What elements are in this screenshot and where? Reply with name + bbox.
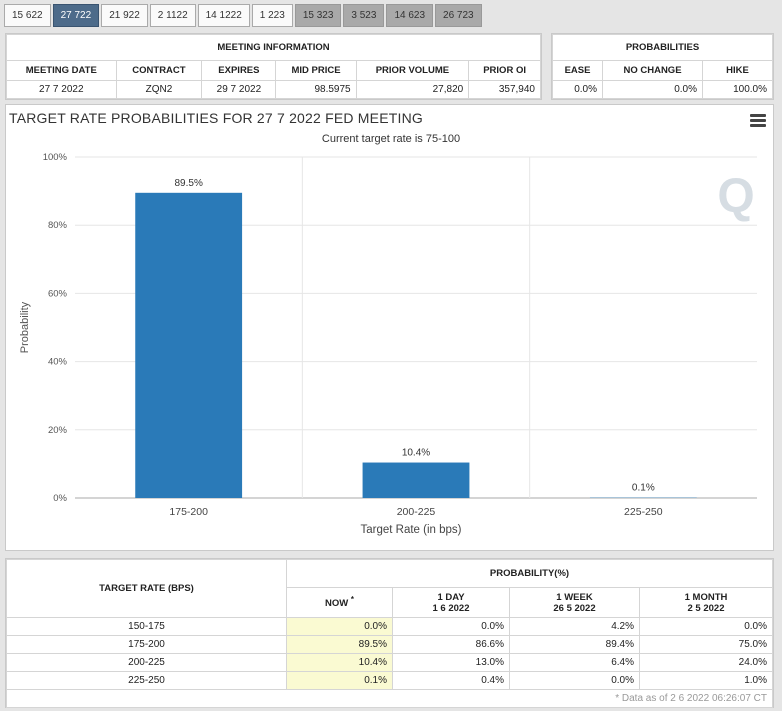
col-1-day-label: 1 DAY <box>437 591 465 603</box>
prior-volume-value: 27,820 <box>355 80 470 99</box>
col-prior-oi: PRIOR OI <box>468 60 541 81</box>
chart-panel <box>5 104 774 551</box>
cell-week: 6.4% <box>509 653 640 672</box>
meeting-tab[interactable]: 1 223 <box>251 4 293 27</box>
chart-menu-icon[interactable] <box>750 114 766 128</box>
meeting-date-value: 27 7 2022 <box>6 80 117 99</box>
probabilities-title: PROBABILITIES <box>552 34 773 61</box>
table-row: 225-250 0.1% 0.4% 0.0% 1.0% <box>6 671 773 690</box>
probabilities-panel: PROBABILITIES EASE NO CHANGE HIKE 0.0% 0… <box>551 33 774 100</box>
meeting-tab[interactable]: 15 622 <box>4 4 51 27</box>
meeting-info-panel: MEETING INFORMATION MEETING DATE CONTRAC… <box>5 33 542 100</box>
col-1-month-date: 2 5 2022 <box>687 602 725 614</box>
table-row: 175-200 89.5% 86.6% 89.4% 75.0% <box>6 635 773 654</box>
cell-day: 13.0% <box>392 653 510 672</box>
chart-title: TARGET RATE PROBABILITIES FOR 27 7 2022 … <box>9 110 423 126</box>
cell-month: 1.0% <box>639 671 773 690</box>
col-now: NOW * <box>286 587 393 618</box>
cell-week: 0.0% <box>509 671 640 690</box>
meeting-tab[interactable]: 15 323 <box>294 4 342 27</box>
meeting-tab[interactable]: 14 1222 <box>197 4 250 27</box>
col-1-month-label: 1 MONTH <box>684 591 728 603</box>
col-1-week-label: 1 WEEK <box>556 591 593 603</box>
col-1-month: 1 MONTH 2 5 2022 <box>639 587 773 618</box>
cell-day: 0.0% <box>392 617 510 636</box>
cell-month: 75.0% <box>639 635 773 654</box>
col-meeting-date: MEETING DATE <box>6 60 117 81</box>
cell-rate: 225-250 <box>6 671 287 690</box>
now-label: NOW <box>325 598 349 610</box>
table-row: 150-175 0.0% 0.0% 4.2% 0.0% <box>6 617 773 636</box>
cell-now: 10.4% <box>286 653 393 672</box>
col-1-week-date: 26 5 2022 <box>553 602 596 614</box>
meeting-tab[interactable]: 3 523 <box>343 4 385 27</box>
hike-value: 100.0% <box>702 80 773 99</box>
cell-month: 0.0% <box>639 617 773 636</box>
col-target-rate: TARGET RATE (BPS) <box>6 559 287 618</box>
col-ease: EASE <box>552 60 603 81</box>
chart-subtitle: Current target rate is 75-100 <box>321 133 461 145</box>
contract-value: ZQN2 <box>115 80 203 99</box>
col-no-change: NO CHANGE <box>602 60 703 81</box>
data-timestamp-footnote: * Data as of 2 6 2022 06:26:07 CT <box>6 689 773 708</box>
cell-now: 89.5% <box>286 635 393 654</box>
prior-oi-value: 357,940 <box>468 80 541 99</box>
meeting-tab[interactable]: 27 722 <box>52 4 100 27</box>
no-change-value: 0.0% <box>602 80 703 99</box>
cell-now: 0.0% <box>286 617 393 636</box>
col-hike: HIKE <box>702 60 773 81</box>
cell-rate: 175-200 <box>6 635 287 654</box>
cell-month: 24.0% <box>639 653 773 672</box>
meeting-tabs: 15 622 27 722 21 922 2 1122 14 1222 1 223 15 3… <box>4 4 482 27</box>
col-1-day: 1 DAY 1 6 2022 <box>392 587 510 618</box>
meeting-tab[interactable]: 21 922 <box>101 4 148 27</box>
now-marker: * <box>350 595 354 605</box>
meeting-tab[interactable]: 14 623 <box>386 4 434 27</box>
expires-value: 29 7 2022 <box>201 80 277 99</box>
meeting-tab[interactable]: 26 723 <box>435 4 482 27</box>
col-1-day-date: 1 6 2022 <box>432 602 470 614</box>
meeting-info-title: MEETING INFORMATION <box>6 34 541 61</box>
col-expires: EXPIRES <box>201 60 277 81</box>
probability-table-panel: TARGET RATE (BPS) PROBABILITY(%) NOW * 1… <box>5 558 774 708</box>
mid-price-value: 98.5975 <box>275 80 357 99</box>
col-contract: CONTRACT <box>115 60 203 81</box>
ease-value: 0.0% <box>552 80 603 99</box>
col-prior-volume: PRIOR VOLUME <box>355 60 470 81</box>
cell-week: 89.4% <box>509 635 640 654</box>
col-probability: PROBABILITY(%) <box>286 559 773 588</box>
cell-rate: 200-225 <box>6 653 287 672</box>
cell-rate: 150-175 <box>6 617 287 636</box>
col-1-week: 1 WEEK 26 5 2022 <box>509 587 640 618</box>
cell-now: 0.1% <box>286 671 393 690</box>
cell-day: 86.6% <box>392 635 510 654</box>
meeting-tab[interactable]: 2 1122 <box>149 4 196 27</box>
cell-week: 4.2% <box>509 617 640 636</box>
table-row: 200-225 10.4% 13.0% 6.4% 24.0% <box>6 653 773 672</box>
cell-day: 0.4% <box>392 671 510 690</box>
col-mid-price: MID PRICE <box>275 60 357 81</box>
